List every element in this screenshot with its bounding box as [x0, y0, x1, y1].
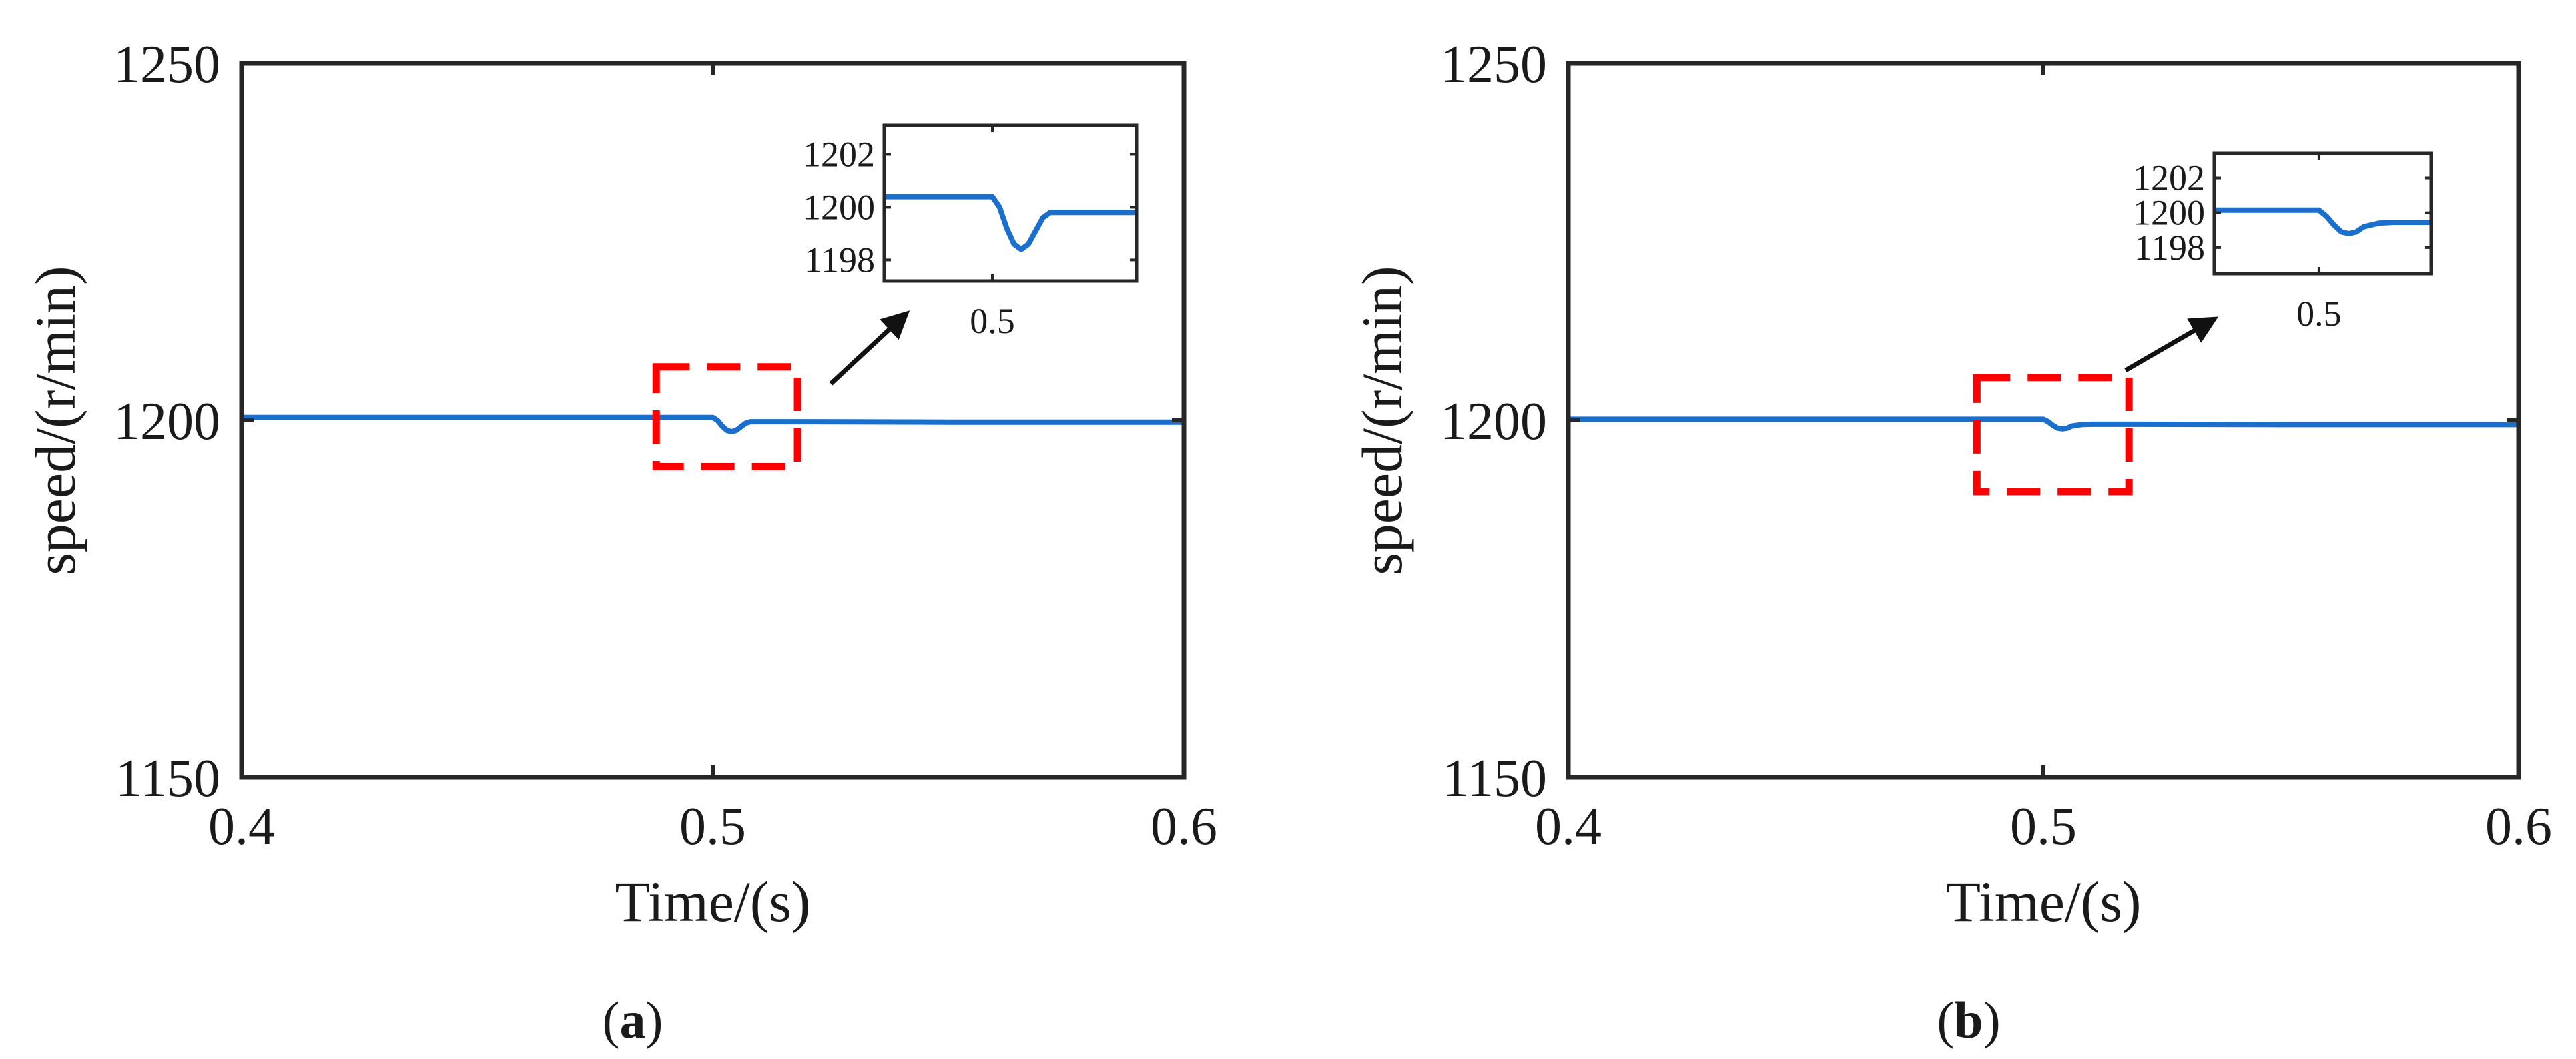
y-tick-label: 1200 [113, 392, 220, 451]
caption-letter: b [1954, 991, 1983, 1049]
series-line-0 [1568, 416, 2519, 432]
x-axis-label: Time/(s) [615, 869, 810, 934]
inset-y-tick-label: 1198 [804, 240, 875, 280]
y-tick-label: 1250 [1440, 35, 1547, 94]
x-tick-label: 0.4 [1535, 797, 1602, 856]
y-tick-label: 1200 [1440, 392, 1547, 451]
inset-y-tick-label: 1200 [803, 187, 875, 227]
x-axis-label: Time/(s) [1945, 869, 2141, 934]
caption-close: ) [646, 991, 663, 1049]
x-tick-label: 0.6 [1151, 797, 1217, 856]
y-tick-label: 1250 [113, 35, 220, 94]
caption-close: ) [1983, 991, 2001, 1049]
caption-letter: a [620, 991, 646, 1049]
caption-open: ( [1937, 991, 1954, 1049]
inset-y-tick-label: 1202 [2133, 158, 2205, 198]
inset-plot: 0.5 1198 1200 1202 [803, 123, 1139, 341]
x-tick-label: 0.6 [2485, 797, 2552, 856]
y-tick-label: 1150 [115, 749, 220, 808]
y-tick-label: 1150 [1442, 749, 1547, 808]
inset-y-tick-label: 1198 [2134, 228, 2205, 268]
inset-x-tick-label: 0.5 [970, 301, 1015, 341]
x-tick-label: 0.5 [2010, 797, 2077, 856]
y-axis-label: speed/(r/min) [23, 266, 87, 575]
x-tick-label: 0.5 [679, 797, 746, 856]
panel-b: 0.4 0.5 0.6 1150 1200 1250 Time/(s) speed/(r/mi… [1350, 35, 2552, 1049]
inset-background [884, 125, 1137, 281]
x-tick-label: 0.4 [208, 797, 275, 856]
inset-series-line [884, 194, 1137, 252]
zoom-highlight-box [1973, 374, 2133, 496]
panel-caption: (a) [603, 991, 663, 1049]
panel-caption: (b) [1937, 991, 2000, 1049]
panel-a: 0.4 0.5 0.6 1150 1200 1250 Time/(s) speed/(r/mi… [23, 35, 1217, 1049]
y-axis-label: speed/(r/min) [1350, 266, 1414, 575]
inset-y-tick-label: 1200 [2133, 193, 2205, 233]
inset-frame [882, 123, 1139, 283]
zoom-arrow [2124, 316, 2219, 373]
inset-y-tick-label: 1202 [803, 134, 875, 174]
zoom-highlight-box [652, 363, 801, 471]
caption-open: ( [603, 991, 620, 1049]
inset-x-tick-label: 0.5 [2296, 294, 2342, 334]
zoom-arrow [829, 310, 910, 386]
series-line-0 [242, 414, 1184, 435]
inset-series-line [2214, 207, 2431, 236]
